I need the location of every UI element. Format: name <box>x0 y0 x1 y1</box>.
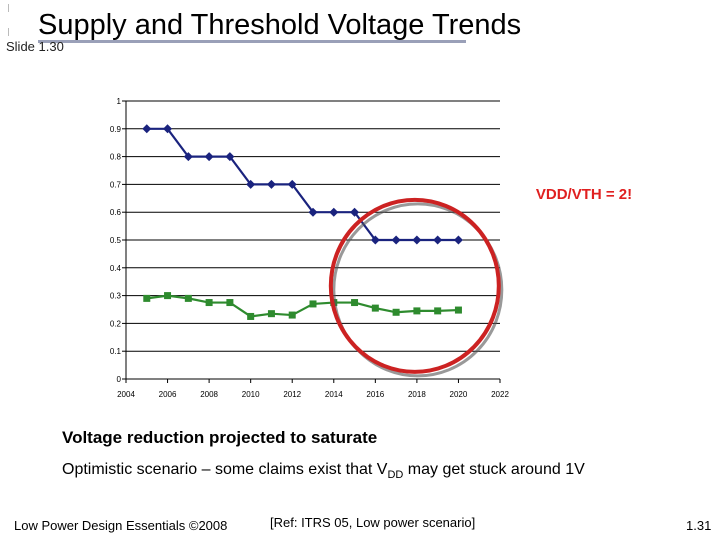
y-tick-label: 0.4 <box>110 264 122 273</box>
x-tick-label: 2010 <box>242 390 260 399</box>
x-tick-label: 2018 <box>408 390 426 399</box>
title-underline <box>38 40 466 43</box>
series-2-point <box>434 307 442 315</box>
series-1-point <box>412 235 422 245</box>
x-tick-label: 2020 <box>450 390 468 399</box>
y-tick-label: 1 <box>117 97 122 106</box>
series-2-point <box>247 312 255 320</box>
series-1-point <box>163 124 173 134</box>
y-tick-label: 0.6 <box>110 208 122 217</box>
series-1-point <box>391 235 401 245</box>
x-tick-label: 2012 <box>283 390 301 399</box>
y-tick-label: 0.5 <box>110 236 122 245</box>
series-2-point <box>413 307 421 315</box>
series-2-point <box>164 292 172 300</box>
slide-headline: Voltage reduction projected to saturate <box>62 428 378 447</box>
footer-reference: [Ref: ITRS 05, Low power scenario] <box>270 515 476 530</box>
slide-number-label: Slide 1.30 <box>6 39 64 54</box>
series-1-line <box>146 127 459 242</box>
tick-labels: 0 0.1 0.2 0.3 0.4 0.5 0.6 0.7 0.8 0.9 1 2004 2006 200… <box>110 97 510 399</box>
y-tick-label: 0.7 <box>110 180 122 189</box>
annotation-group: VDD/VTH = 2! <box>328 186 632 378</box>
series-1-point <box>287 179 297 189</box>
series-2-point <box>226 299 234 307</box>
ratio-annotation: VDD/VTH = 2! <box>536 186 632 203</box>
highlight-circle <box>328 197 501 374</box>
y-tick-label: 0.9 <box>110 125 122 134</box>
series-2-point <box>371 304 379 312</box>
series-2-point <box>288 311 296 319</box>
series-2-point <box>454 306 462 314</box>
series-2-point <box>309 300 317 308</box>
footer-page-number: 1.31 <box>686 518 712 533</box>
x-tick-label: 2014 <box>325 390 343 399</box>
voltage-trend-chart: 0 0.1 0.2 0.3 0.4 0.5 0.6 0.7 0.8 0.9 1 2004 2006 200… <box>110 97 632 399</box>
note-text-end: may get stuck around 1V <box>403 461 585 478</box>
series-2-line <box>146 294 459 318</box>
note-text-start: Optimistic scenario – some claims exist … <box>62 461 388 478</box>
series-1-point <box>370 235 380 245</box>
series-1-point <box>329 207 339 217</box>
series-1-point <box>246 179 256 189</box>
y-tick-label: 0 <box>117 375 122 384</box>
footer-course-title: Low Power Design Essentials ©2008 <box>14 518 228 533</box>
scenario-note: Optimistic scenario – some claims exist … <box>62 461 585 481</box>
series-1-point <box>204 152 214 162</box>
y-tick-label: 0.3 <box>110 292 122 301</box>
series-2-point <box>392 308 400 316</box>
series-1-point <box>183 152 193 162</box>
y-tick-label: 0.8 <box>110 153 122 162</box>
axes <box>122 100 501 383</box>
y-tick-label: 0.1 <box>110 347 122 356</box>
series-1-point <box>266 179 276 189</box>
series-1-point <box>433 235 443 245</box>
series-2-point <box>351 299 359 307</box>
x-tick-label: 2008 <box>200 390 218 399</box>
series-2-point <box>267 310 275 318</box>
series-2-point <box>143 294 151 302</box>
series-1-point <box>350 207 360 217</box>
series-2-point <box>184 294 192 302</box>
x-tick-label: 2016 <box>366 390 384 399</box>
highlight-circle-shadow <box>332 202 504 378</box>
series-1-point <box>453 235 463 245</box>
series-2-point <box>205 299 213 307</box>
gridlines <box>126 100 500 352</box>
x-tick-label: 2022 <box>491 390 509 399</box>
y-tick-label: 0.2 <box>110 319 122 328</box>
x-tick-label: 2006 <box>159 390 177 399</box>
series-1-point <box>225 152 235 162</box>
x-tick-label: 2004 <box>117 390 135 399</box>
edge-mark <box>8 28 9 36</box>
series-1-point <box>142 124 152 134</box>
edge-mark <box>8 4 9 12</box>
note-subscript: DD <box>387 469 404 482</box>
slide-title: Supply and Threshold Voltage Trends <box>38 9 522 41</box>
series-group <box>142 124 463 320</box>
series-1-point <box>308 207 318 217</box>
